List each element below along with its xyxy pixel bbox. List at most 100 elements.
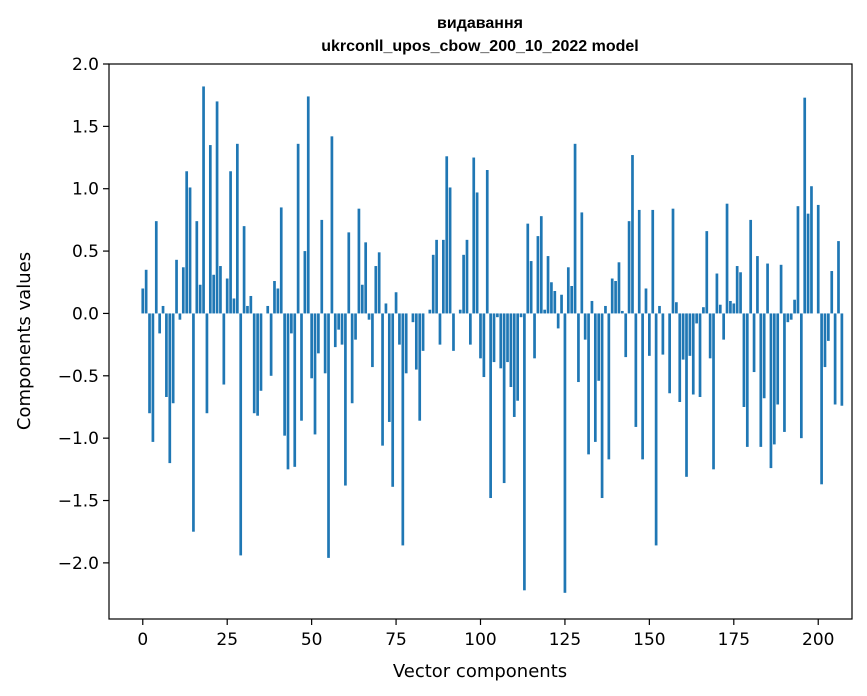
bar [519, 313, 523, 318]
bar [485, 170, 489, 314]
bar [772, 313, 776, 445]
bar [448, 187, 452, 314]
bar [779, 264, 783, 314]
bar [837, 241, 840, 314]
y-tick-label: 1.0 [72, 180, 99, 200]
bar [827, 313, 830, 341]
bar [810, 186, 813, 314]
x-tick-label: 75 [385, 630, 407, 650]
bar [472, 157, 476, 314]
bar [418, 313, 422, 421]
bar [681, 313, 685, 360]
bar [364, 242, 368, 314]
bar [384, 303, 388, 314]
bar [290, 313, 293, 334]
bar [239, 313, 243, 556]
bar [833, 313, 837, 405]
bar [799, 313, 803, 439]
bar [303, 251, 307, 314]
bar [296, 143, 300, 314]
bar [627, 221, 631, 314]
y-tick-label: −2.0 [58, 554, 99, 574]
bar [539, 216, 543, 314]
bar [607, 313, 611, 460]
bar [688, 313, 692, 356]
bar [523, 313, 526, 591]
y-tick-label: −0.5 [58, 367, 99, 387]
x-axis-ticks: 0 25 50 75 100 125 150 175 200 [137, 619, 834, 650]
bar [398, 313, 401, 345]
bar [185, 171, 189, 314]
bar [273, 281, 276, 314]
bar [644, 288, 648, 314]
bars-group [141, 86, 844, 593]
y-axis-label: Components values [14, 252, 35, 430]
bar [668, 313, 671, 394]
bar [259, 313, 263, 391]
bar [722, 313, 726, 340]
bar [631, 155, 634, 314]
bar [435, 239, 438, 314]
x-tick-label: 150 [633, 630, 665, 650]
plot-frame [108, 63, 853, 620]
bar [620, 310, 624, 314]
bar [624, 313, 628, 358]
bar [158, 313, 162, 334]
bar [786, 313, 790, 323]
bar [198, 284, 202, 314]
bar [820, 313, 823, 485]
bar [654, 313, 658, 546]
bar [205, 313, 209, 414]
bar [232, 298, 236, 314]
bar [546, 256, 550, 314]
bar [219, 266, 222, 314]
bar [310, 313, 313, 379]
bar [266, 305, 270, 314]
bar [573, 143, 577, 314]
bar [759, 313, 763, 447]
x-tick-label: 125 [549, 630, 581, 650]
bar [293, 313, 297, 467]
y-tick-label: 2.0 [72, 55, 99, 75]
bar [151, 313, 155, 442]
bar [188, 187, 192, 314]
bar [323, 313, 327, 374]
bar [354, 313, 357, 340]
chart-title: видавання [437, 15, 523, 32]
bar [816, 204, 820, 314]
bar [333, 313, 337, 348]
y-tick-label: −1.0 [58, 429, 99, 449]
bar [506, 313, 509, 363]
bar [381, 313, 384, 446]
y-tick-label: 0.0 [72, 304, 99, 324]
bar [536, 236, 540, 314]
y-axis-ticks: 2.0 1.5 1.0 0.5 0.0 −0.5 −1.0 −1.5 −2.0 [58, 55, 109, 574]
bar [181, 267, 185, 314]
bar [769, 313, 773, 469]
bar [154, 221, 158, 314]
bar [344, 313, 347, 486]
bar [175, 259, 178, 314]
bar [641, 313, 644, 460]
bar [235, 143, 239, 314]
bar [404, 313, 408, 374]
bar [161, 305, 165, 314]
bar [648, 313, 651, 356]
chart-subtitle: ukrconll_upos_cbow_200_10_2022 model [321, 38, 638, 55]
bar [756, 256, 759, 314]
bar [617, 262, 621, 314]
bar [469, 313, 472, 345]
bar [445, 156, 449, 314]
bar [803, 97, 807, 314]
bar [387, 313, 391, 422]
bar [806, 213, 810, 314]
y-tick-label: −1.5 [58, 492, 99, 512]
bar [391, 313, 395, 487]
bar [577, 313, 580, 383]
bar [269, 313, 273, 376]
bar [242, 226, 246, 314]
bar [614, 281, 617, 314]
bar [141, 288, 145, 314]
bar [192, 313, 195, 532]
